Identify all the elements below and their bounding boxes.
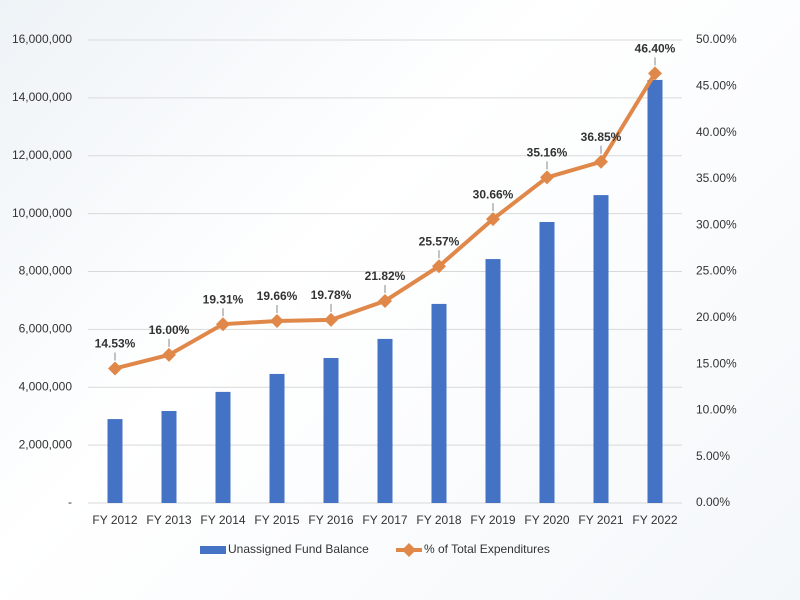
marker: [216, 317, 230, 332]
x-tick-label: FY 2016: [308, 513, 353, 527]
x-tick-label: FY 2017: [362, 513, 407, 527]
y-tick-label: 10,000,000: [12, 206, 72, 220]
x-tick-label: FY 2022: [632, 513, 677, 527]
y2-tick-label: 20.00%: [696, 310, 737, 324]
bar: [269, 373, 285, 503]
x-tick-label: FY 2014: [200, 513, 245, 527]
legend-swatch: [402, 543, 416, 557]
marker: [108, 361, 122, 376]
x-tick-label: FY 2019: [470, 513, 515, 527]
data-label: 19.66%: [257, 289, 298, 303]
data-label: 30.66%: [473, 187, 514, 201]
x-tick-label: FY 2013: [146, 513, 191, 527]
marker: [378, 293, 392, 308]
y-tick-label: 12,000,000: [12, 148, 72, 162]
marker: [648, 66, 662, 81]
bar: [485, 259, 501, 503]
data-label: 36.85%: [581, 130, 622, 144]
bar: [161, 410, 177, 503]
data-label: 19.78%: [311, 288, 352, 302]
x-tick-label: FY 2018: [416, 513, 461, 527]
marker: [162, 347, 176, 362]
y2-tick-label: 40.00%: [696, 125, 737, 139]
legend-label: % of Total Expenditures: [424, 542, 550, 556]
legend-label: Unassigned Fund Balance: [228, 542, 369, 556]
x-tick-label: FY 2012: [92, 513, 137, 527]
data-label: 14.53%: [95, 337, 136, 351]
data-label: 35.16%: [527, 146, 568, 160]
x-tick-label: FY 2015: [254, 513, 299, 527]
y2-tick-label: 15.00%: [696, 356, 737, 370]
bar: [431, 303, 447, 503]
y-tick-label: 8,000,000: [19, 264, 73, 278]
x-tick-label: FY 2020: [524, 513, 569, 527]
bar: [377, 338, 393, 503]
line: [114, 72, 657, 371]
legend-swatch: [200, 546, 226, 554]
y2-tick-label: 35.00%: [696, 171, 737, 185]
y-tick-label: 2,000,000: [19, 437, 73, 451]
marker: [432, 259, 446, 274]
marker: [486, 212, 500, 227]
bar: [593, 195, 609, 504]
y2-tick-label: 5.00%: [696, 449, 730, 463]
data-label: 21.82%: [365, 269, 406, 283]
data-label: 19.31%: [203, 292, 244, 306]
y-tick-label: -: [68, 495, 72, 509]
y-tick-label: 6,000,000: [19, 322, 73, 336]
y2-tick-label: 25.00%: [696, 264, 737, 278]
y2-tick-label: 10.00%: [696, 403, 737, 417]
bar: [215, 391, 231, 503]
data-label: 25.57%: [419, 234, 460, 248]
y2-tick-label: 30.00%: [696, 217, 737, 231]
marker: [324, 312, 338, 327]
y-tick-label: 4,000,000: [19, 379, 73, 393]
bar: [539, 222, 555, 503]
y-tick-label: 16,000,000: [12, 32, 72, 46]
y2-tick-label: 45.00%: [696, 78, 737, 92]
x-tick-label: FY 2021: [578, 513, 623, 527]
y2-tick-label: 50.00%: [696, 32, 737, 46]
bar: [107, 419, 123, 503]
marker: [594, 154, 608, 169]
bar: [323, 358, 339, 503]
marker: [540, 170, 554, 185]
bar: [647, 79, 663, 503]
data-label: 46.40%: [635, 42, 676, 56]
data-label: 16.00%: [149, 323, 190, 337]
y2-tick-label: 0.00%: [696, 495, 730, 509]
marker: [270, 313, 284, 328]
y-tick-label: 14,000,000: [12, 90, 72, 104]
